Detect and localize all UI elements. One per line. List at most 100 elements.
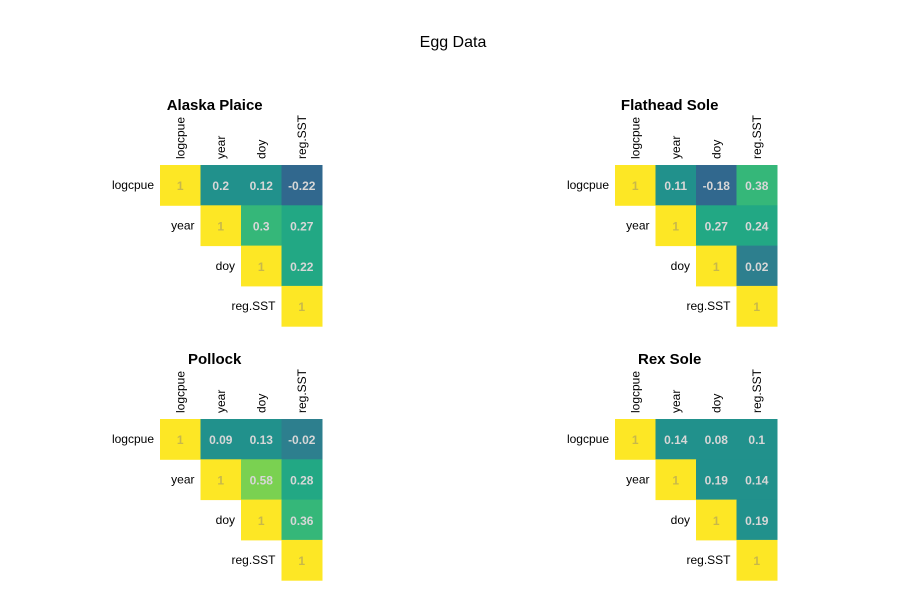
cell-value-label: 0.1 bbox=[748, 433, 765, 447]
row-label: logcpue bbox=[567, 432, 609, 446]
cell-value-label: 0.11 bbox=[664, 179, 687, 193]
cell-value-label: 0.19 bbox=[705, 473, 729, 487]
correlation-cell bbox=[281, 205, 323, 247]
cell-value-label: 0.08 bbox=[705, 433, 729, 447]
diagonal-cell bbox=[615, 165, 656, 206]
column-label: doy bbox=[709, 140, 723, 159]
column-label: doy bbox=[709, 394, 723, 413]
correlation-cell bbox=[696, 459, 737, 501]
column-label: reg.SST bbox=[295, 368, 309, 413]
correlation-cell bbox=[281, 165, 323, 206]
correlation-cell bbox=[736, 245, 778, 287]
correlation-cell bbox=[736, 499, 778, 541]
cell-value-label: 0.12 bbox=[250, 179, 274, 193]
cell-value-label: 0.27 bbox=[290, 219, 314, 233]
column-label: logcpue bbox=[628, 371, 642, 413]
cell-value-label: 0.28 bbox=[290, 473, 314, 487]
column-label: year bbox=[669, 390, 683, 413]
correlation-cell bbox=[241, 459, 282, 501]
column-label: reg.SST bbox=[750, 114, 764, 159]
diagonal-cell bbox=[696, 499, 737, 541]
cell-value-label: 0.3 bbox=[253, 219, 270, 233]
correlation-cell bbox=[736, 165, 778, 206]
correlation-cell bbox=[696, 419, 737, 460]
correlation-cell bbox=[200, 419, 242, 460]
column-label: year bbox=[214, 136, 228, 159]
cell-value-label: 1 bbox=[258, 514, 265, 528]
correlation-cell bbox=[281, 499, 323, 541]
cell-value-label: 0.2 bbox=[212, 179, 229, 193]
correlation-cell bbox=[696, 165, 737, 206]
cell-value-label: 1 bbox=[177, 179, 184, 193]
cell-value-label: 1 bbox=[632, 433, 639, 447]
row-label: logcpue bbox=[112, 178, 154, 192]
correlation-cell bbox=[696, 205, 737, 247]
column-label: year bbox=[669, 136, 683, 159]
cell-value-label: -0.18 bbox=[703, 179, 731, 193]
cell-value-label: -0.02 bbox=[288, 433, 316, 447]
row-label: reg.SST bbox=[231, 299, 276, 313]
cell-value-label: 0.27 bbox=[705, 219, 729, 233]
diagonal-cell bbox=[655, 459, 697, 501]
diagonal-cell bbox=[696, 245, 737, 287]
cell-value-label: 0.22 bbox=[290, 260, 314, 274]
diagonal-cell bbox=[655, 205, 697, 247]
correlation-cell bbox=[655, 165, 697, 206]
correlation-cell bbox=[736, 459, 778, 501]
cell-value-label: -0.22 bbox=[288, 179, 316, 193]
cell-value-label: 0.14 bbox=[664, 433, 688, 447]
diagonal-cell bbox=[281, 539, 323, 581]
correlation-cell bbox=[736, 205, 778, 247]
row-label: year bbox=[171, 472, 194, 486]
cell-value-label: 0.14 bbox=[745, 473, 769, 487]
cell-value-label: 0.13 bbox=[250, 433, 274, 447]
row-label: year bbox=[171, 218, 194, 232]
correlation-cell bbox=[281, 419, 323, 460]
column-label: doy bbox=[254, 140, 268, 159]
cell-value-label: 0.38 bbox=[745, 179, 769, 193]
row-label: doy bbox=[671, 513, 690, 527]
cell-value-label: 0.02 bbox=[745, 260, 769, 274]
column-label: year bbox=[214, 390, 228, 413]
column-label: doy bbox=[254, 394, 268, 413]
diagonal-cell bbox=[736, 539, 778, 581]
cell-value-label: 0.19 bbox=[745, 514, 769, 528]
cell-value-label: 1 bbox=[258, 260, 265, 274]
diagonal-cell bbox=[160, 419, 201, 460]
correlation-cell bbox=[200, 165, 242, 206]
column-label: reg.SST bbox=[295, 114, 309, 159]
diagonal-cell bbox=[241, 245, 282, 287]
heatmap-panel: Flathead Sole logcpue year doy reg.SST 1 0.11 -… bbox=[567, 97, 778, 327]
correlation-cell bbox=[736, 419, 778, 460]
cell-value-label: 0.36 bbox=[290, 514, 314, 528]
cell-value-label: 1 bbox=[177, 433, 184, 447]
panel-title: Flathead Sole bbox=[621, 97, 719, 114]
row-label: reg.SST bbox=[686, 553, 731, 567]
cell-value-label: 1 bbox=[672, 219, 679, 233]
correlation-cell bbox=[655, 419, 697, 460]
cell-value-label: 1 bbox=[298, 554, 305, 568]
column-label: reg.SST bbox=[750, 368, 764, 413]
diagonal-cell bbox=[200, 205, 242, 247]
row-label: year bbox=[626, 472, 649, 486]
cell-value-label: 0.24 bbox=[745, 219, 769, 233]
heatmap-panels: Alaska Plaice logcpue year doy reg.SST 1 0.2 0.… bbox=[112, 97, 778, 581]
correlation-cell bbox=[281, 459, 323, 501]
diagonal-cell bbox=[160, 165, 201, 206]
figure-title: Egg Data bbox=[420, 34, 487, 51]
row-label: reg.SST bbox=[231, 553, 276, 567]
cell-value-label: 1 bbox=[713, 260, 720, 274]
diagonal-cell bbox=[281, 285, 323, 327]
heatmap-panel: Rex Sole logcpue year doy reg.SST 1 0.14 0.08 0.… bbox=[567, 351, 778, 581]
cell-value-label: 1 bbox=[217, 473, 224, 487]
diagonal-cell bbox=[615, 419, 656, 460]
row-label: doy bbox=[216, 259, 235, 273]
cell-value-label: 1 bbox=[713, 514, 720, 528]
column-label: logcpue bbox=[628, 117, 642, 159]
correlation-cell bbox=[241, 205, 282, 247]
row-label: reg.SST bbox=[686, 299, 731, 313]
cell-value-label: 1 bbox=[217, 219, 224, 233]
column-label: logcpue bbox=[173, 117, 187, 159]
